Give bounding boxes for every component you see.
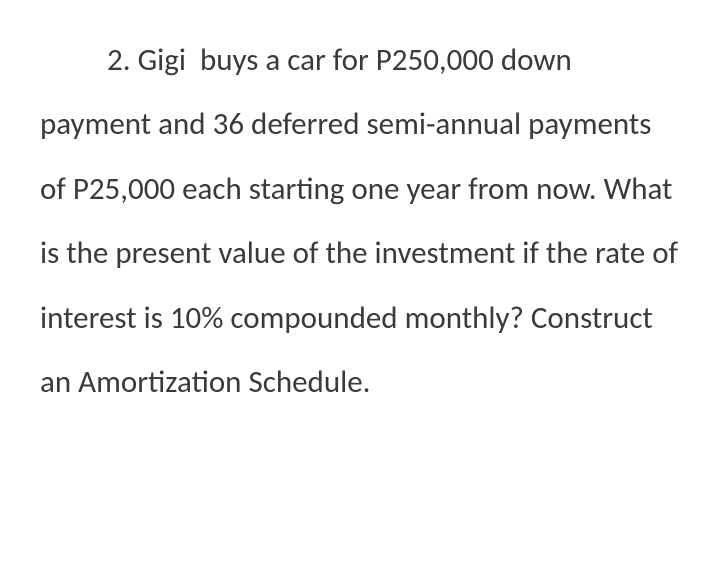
document-page: 2. Gigi buys a car for P250,000 down pay… xyxy=(0,0,720,570)
problem-paragraph: 2. Gigi buys a car for P250,000 down pay… xyxy=(40,28,680,415)
problem-text-part1: Gigi xyxy=(138,41,186,79)
problem-text-part1b: buys a car for P250,000 xyxy=(200,41,494,79)
problem-text-rest: down payment and 36 deferred semi-annual… xyxy=(40,41,678,401)
problem-number: 2. xyxy=(40,28,131,92)
